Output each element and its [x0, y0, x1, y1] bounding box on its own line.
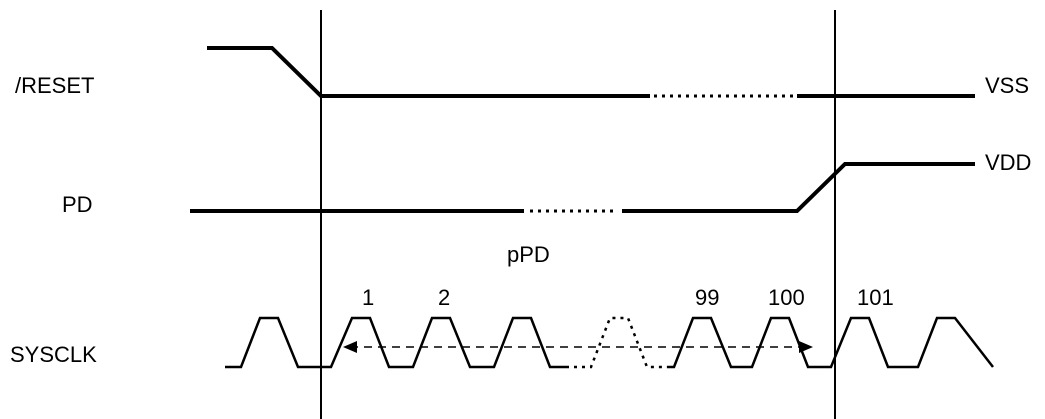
- signal-label-pd: PD: [62, 192, 93, 217]
- level-label-vdd: VDD: [985, 150, 1031, 175]
- cycle-label-99: 99: [695, 285, 719, 310]
- sysclk-trace-solid-right: [667, 316, 994, 369]
- sysclk-trace-dotted: [566, 316, 667, 369]
- cycle-label-1: 1: [362, 285, 374, 310]
- cycle-label-101: 101: [857, 285, 894, 310]
- reset-trace-solid-left: [207, 46, 650, 98]
- ppd-interval-label: pPD: [507, 242, 550, 267]
- cycle-span-arrowhead-right: [799, 341, 813, 353]
- cycle-span-arrowhead-left: [343, 341, 357, 353]
- cycle-label-2: 2: [438, 285, 450, 310]
- level-label-vss: VSS: [985, 73, 1029, 98]
- reset-waveform: [207, 46, 975, 98]
- sysclk-waveform: [225, 316, 994, 369]
- cycle-label-100: 100: [768, 285, 805, 310]
- pd-waveform: [190, 162, 975, 213]
- sysclk-trace-solid-left: [225, 316, 566, 369]
- signal-label-reset: /RESET: [15, 73, 94, 98]
- cycle-span-arrow: [343, 341, 813, 353]
- pd-trace-solid-right: [622, 162, 975, 213]
- signal-label-sysclk: SYSCLK: [10, 342, 97, 367]
